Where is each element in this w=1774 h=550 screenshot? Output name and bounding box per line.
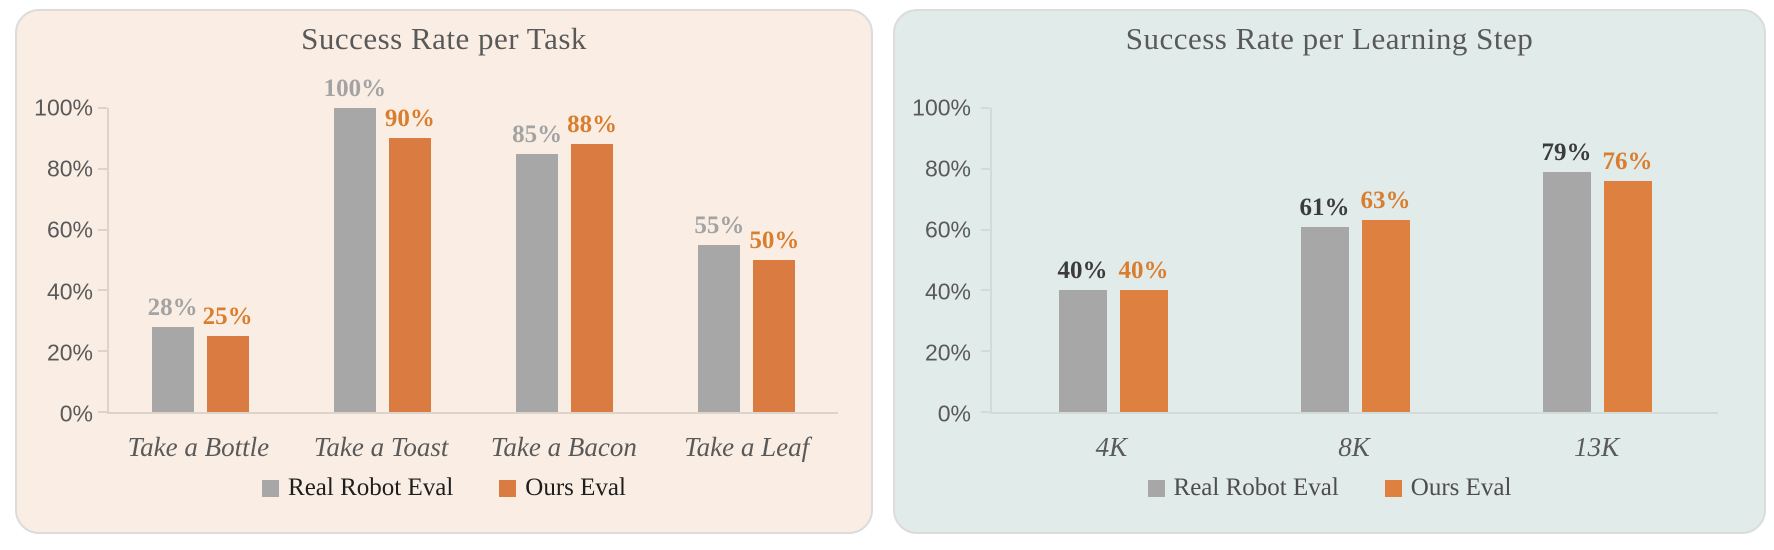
y-tick-label: 0% bbox=[59, 400, 93, 427]
x-axis-labels: Take a Bottle Take a Toast Take a Bacon Tak… bbox=[107, 432, 838, 463]
legend-item-real-robot-eval: Real Robot Eval bbox=[1147, 474, 1339, 502]
bar-value-label: 55% bbox=[694, 211, 745, 239]
y-tick-label: 60% bbox=[924, 216, 971, 243]
category-label-take-a-bacon: Take a Bacon bbox=[490, 432, 637, 462]
bar-group-take-a-bacon: 85% 88% bbox=[474, 108, 656, 412]
y-tick-label: 60% bbox=[46, 216, 93, 243]
y-axis: 0% 20% 40% 60% 80% 100% bbox=[895, 95, 985, 427]
legend-label: Real Robot Eval bbox=[288, 474, 454, 501]
legend-swatch-real-robot-eval bbox=[262, 479, 280, 497]
bar-real-robot-eval: 28% bbox=[148, 294, 198, 412]
legend-swatch-ours-eval bbox=[499, 479, 517, 497]
legend-item-real-robot-eval: Real Robot Eval bbox=[262, 474, 453, 502]
panel-success-rate-per-learning-step: Success Rate per Learning Step 0% 20% 40% 6… bbox=[893, 9, 1766, 534]
bar-ours-eval: 25% bbox=[203, 303, 253, 412]
y-tick-mark bbox=[981, 167, 990, 170]
bar-value-label: 76% bbox=[1602, 147, 1653, 175]
bar-ours-eval: 90% bbox=[385, 105, 435, 412]
category-label-4k: 4K bbox=[1095, 432, 1128, 462]
bar-value-label: 90% bbox=[384, 105, 435, 133]
legend-label: Ours Eval bbox=[1410, 474, 1512, 501]
y-tick-label: 20% bbox=[924, 339, 971, 366]
y-tick-mark bbox=[98, 289, 107, 292]
y-tick-mark bbox=[981, 289, 990, 292]
bar-real-robot-eval: 85% bbox=[512, 121, 562, 412]
legend-label: Ours Eval bbox=[525, 474, 626, 501]
bar-ours-eval: 76% bbox=[1603, 148, 1653, 412]
bar-value-label: 79% bbox=[1541, 138, 1592, 166]
category-label-8k: 8K bbox=[1338, 432, 1370, 462]
bar-real-robot-eval: 61% bbox=[1300, 194, 1350, 412]
category-label-take-a-bottle: Take a Bottle bbox=[127, 432, 270, 462]
bar-value-label: 50% bbox=[749, 227, 800, 254]
bar-value-label: 61% bbox=[1299, 193, 1350, 221]
bar-value-label: 85% bbox=[512, 120, 563, 148]
bar-group-4k: 40% 40% bbox=[992, 108, 1234, 412]
bar-ours-eval: 40% bbox=[1119, 257, 1169, 412]
bar-ours-eval: 63% bbox=[1361, 187, 1411, 412]
y-tick-mark bbox=[981, 228, 990, 231]
y-tick-label: 20% bbox=[46, 339, 93, 366]
bar-group-8k: 61% 63% bbox=[1234, 108, 1476, 412]
panel-success-rate-per-task: Success Rate per Task 0% 20% 40% 60% 80% 100%… bbox=[15, 9, 873, 534]
y-tick-mark bbox=[981, 411, 990, 413]
bar-real-robot-eval: 40% bbox=[1058, 257, 1108, 412]
y-axis: 0% 20% 40% 60% 80% 100% bbox=[17, 95, 107, 427]
y-tick-label: 100% bbox=[34, 94, 93, 121]
bar-value-label: 40% bbox=[1057, 257, 1108, 285]
bar-value-label: 40% bbox=[1118, 257, 1169, 285]
legend-item-ours-eval: Ours Eval bbox=[1384, 474, 1512, 502]
bar-value-label: 100% bbox=[323, 75, 387, 102]
bar-group-13k: 79% 76% bbox=[1476, 108, 1718, 412]
plot-row: 0% 20% 40% 60% 80% 100% 40% 40% 61% 63% 79% 76% bbox=[895, 95, 1718, 427]
y-tick-label: 40% bbox=[46, 278, 93, 305]
y-tick-label: 80% bbox=[924, 155, 971, 182]
y-tick-mark bbox=[98, 167, 107, 170]
y-tick-label: 40% bbox=[924, 278, 971, 305]
legend: Real Robot Eval Ours Eval bbox=[17, 474, 871, 502]
y-tick-mark bbox=[98, 411, 107, 413]
y-tick-label: 80% bbox=[46, 155, 93, 182]
bar-group-take-a-bottle: 28% 25% bbox=[109, 108, 291, 412]
legend-label: Real Robot Eval bbox=[1173, 474, 1339, 501]
bar-ours-eval: 50% bbox=[749, 227, 799, 412]
plot-area: 28% 25% 100% 90% 85% 88% 55% 50% bbox=[98, 75, 838, 414]
category-label-take-a-toast: Take a Toast bbox=[313, 432, 449, 462]
chart-title: Success Rate per Task bbox=[301, 21, 587, 56]
y-tick-mark bbox=[98, 350, 107, 353]
chart-title: Success Rate per Learning Step bbox=[1125, 21, 1534, 56]
bar-ours-eval: 88% bbox=[567, 111, 617, 412]
category-label-take-a-leaf: Take a Leaf bbox=[684, 432, 810, 462]
bar-value-label: 63% bbox=[1360, 187, 1411, 215]
plot-area: 40% 40% 61% 63% 79% 76% bbox=[981, 107, 1718, 414]
y-tick-mark bbox=[981, 107, 990, 109]
legend: Real Robot Eval Ours Eval bbox=[895, 474, 1764, 502]
y-tick-mark bbox=[981, 350, 990, 353]
bar-real-robot-eval: 79% bbox=[1542, 139, 1592, 412]
bar-value-label: 88% bbox=[567, 111, 618, 139]
bar-group-take-a-toast: 100% 90% bbox=[291, 75, 473, 412]
y-tick-mark bbox=[98, 228, 107, 231]
bar-value-label: 25% bbox=[202, 303, 253, 330]
plot-row: 0% 20% 40% 60% 80% 100% 28% 25% 100% 90% 85% 88% 55… bbox=[17, 75, 838, 427]
legend-swatch-real-robot-eval bbox=[1147, 479, 1165, 497]
y-tick-label: 100% bbox=[912, 94, 971, 121]
legend-swatch-ours-eval bbox=[1384, 479, 1402, 497]
bar-value-label: 28% bbox=[147, 293, 198, 321]
y-tick-label: 0% bbox=[937, 400, 971, 427]
category-label-13k: 13K bbox=[1574, 432, 1620, 462]
y-tick-mark bbox=[98, 107, 107, 109]
legend-item-ours-eval: Ours Eval bbox=[499, 474, 626, 502]
bar-group-take-a-leaf: 55% 50% bbox=[656, 108, 838, 412]
x-axis-labels: 4K 8K 13K bbox=[990, 432, 1718, 463]
bar-real-robot-eval: 100% bbox=[324, 75, 386, 412]
bar-real-robot-eval: 55% bbox=[694, 212, 744, 412]
